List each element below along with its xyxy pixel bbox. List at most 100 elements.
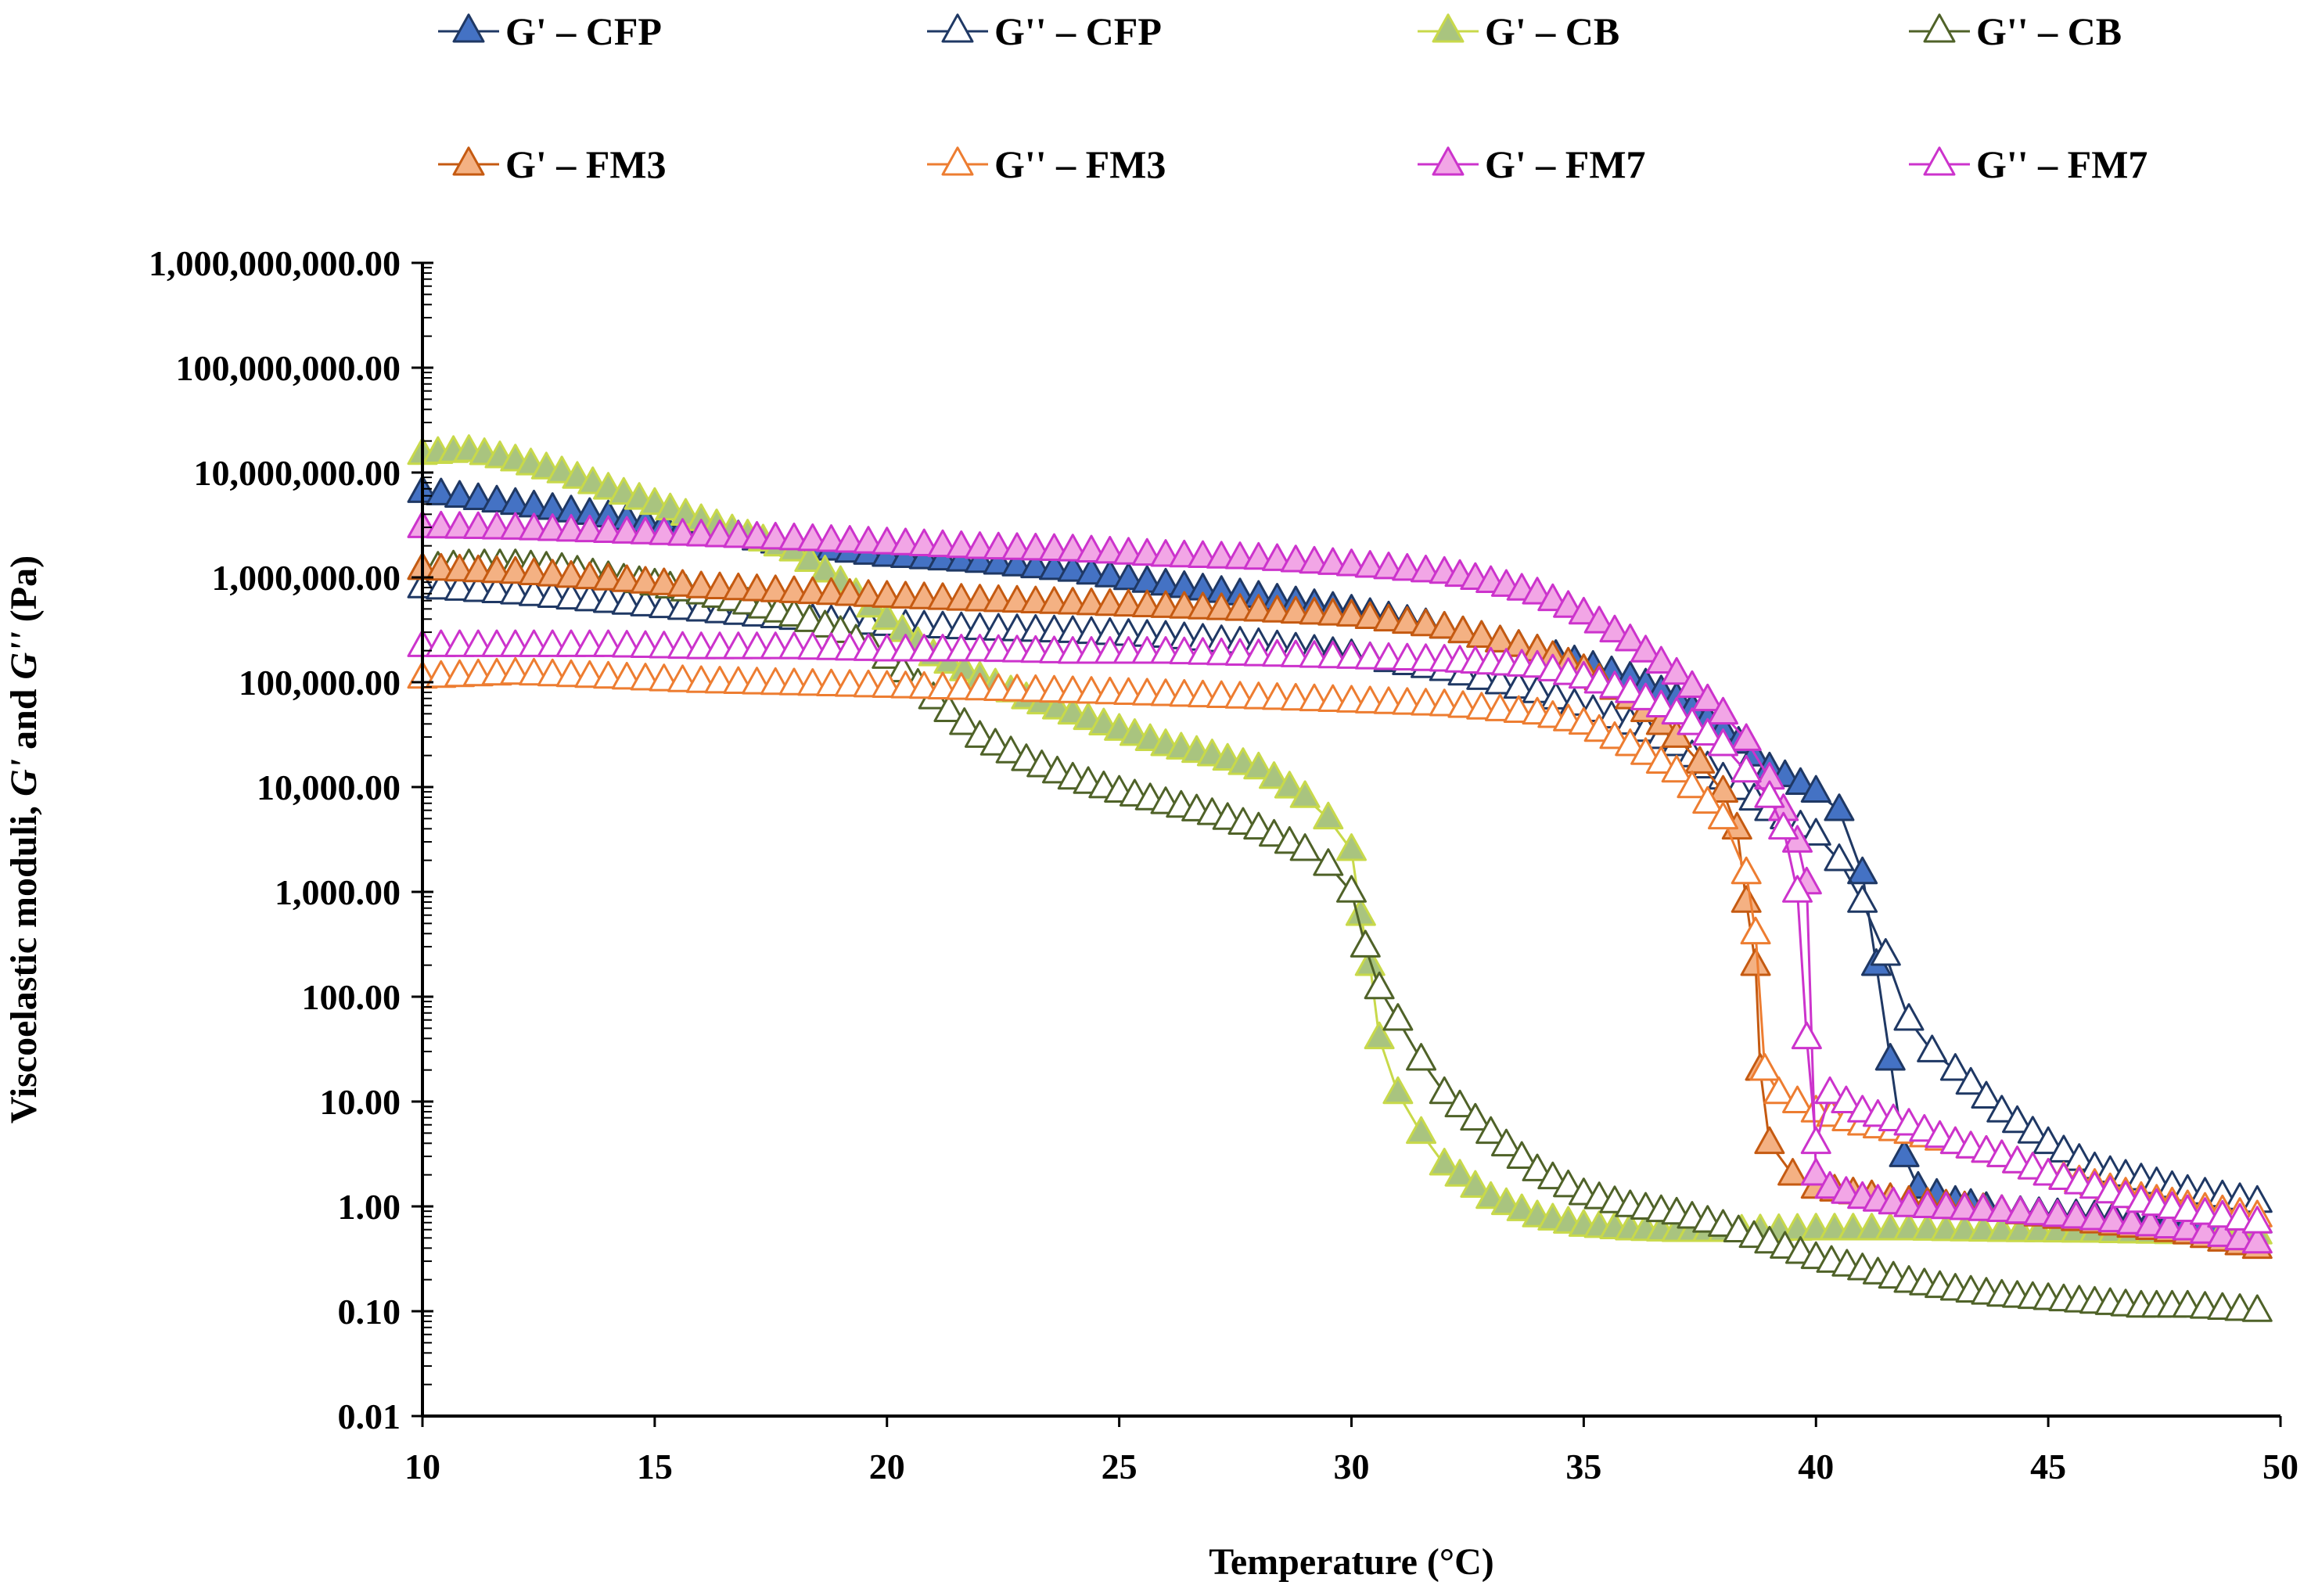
data-point [1708, 775, 1738, 803]
data-point [2241, 1225, 2273, 1254]
data-point [927, 582, 958, 610]
data-point [1345, 898, 1376, 926]
data-point [2061, 1201, 2092, 1229]
legend-item: G'' – CB [1909, 9, 2122, 53]
data-point [1986, 1095, 2018, 1123]
data-point [2097, 1204, 2129, 1233]
y-tick-label: 0.10 [338, 1292, 401, 1332]
data-point [1466, 662, 1497, 690]
data-point [519, 657, 549, 686]
data-point [1299, 596, 1330, 625]
legend-label: G'' – CFP [994, 9, 1162, 53]
y-axis-label-prefix: Viscoelastic moduli, [3, 796, 45, 1123]
data-point [1485, 667, 1515, 695]
data-point [2017, 1116, 2048, 1144]
y-axis-label: Viscoelastic moduli, G' and G'' (Pa) [3, 555, 45, 1123]
data-point [2190, 1216, 2221, 1244]
legend-marker [1432, 146, 1465, 176]
data-point [2224, 1202, 2255, 1231]
x-tick-label: 50 [2262, 1447, 2298, 1486]
data-point [1553, 1169, 1584, 1198]
data-point [1274, 825, 1305, 854]
data-point [946, 530, 977, 559]
data-point [1113, 537, 1144, 565]
x-tick-label: 20 [869, 1447, 905, 1486]
data-point [593, 515, 624, 544]
y-tick-label: 10.00 [320, 1082, 401, 1122]
data-point [872, 527, 903, 555]
data-point [1568, 596, 1599, 625]
data-point [2042, 1199, 2073, 1228]
data-point [1243, 681, 1274, 710]
series-line [422, 645, 2258, 1224]
data-point [1522, 1153, 1553, 1181]
data-point [1289, 833, 1321, 861]
data-point [1599, 614, 1630, 643]
data-point [1406, 1043, 1437, 1071]
data-point [1280, 545, 1311, 573]
data-point [1466, 692, 1497, 720]
data-point [462, 574, 494, 602]
data-point [1280, 595, 1311, 624]
data-point [1131, 537, 1163, 566]
data-point [1768, 811, 1799, 840]
data-point [1373, 603, 1404, 632]
series-line [422, 672, 2258, 1218]
data-point [1429, 688, 1460, 717]
data-point [1782, 875, 1813, 903]
data-point [1354, 550, 1386, 578]
data-point [760, 574, 791, 602]
data-point [1020, 550, 1051, 579]
data-point [1188, 591, 1218, 620]
legend-label: G' – FM7 [1485, 142, 1646, 186]
data-point [760, 521, 791, 550]
data-point [1917, 1034, 1948, 1062]
data-point [2005, 1195, 2036, 1224]
data-point [1243, 594, 1274, 622]
data-point [537, 559, 568, 587]
x-tick-label: 15 [637, 1447, 673, 1486]
data-point [1274, 771, 1305, 799]
data-point [1350, 929, 1381, 958]
data-point [2207, 1219, 2238, 1247]
data-point [611, 564, 642, 592]
y-tick-label: 10,000,000.00 [194, 453, 401, 493]
data-point [1939, 1053, 1971, 1081]
data-point [1800, 775, 1831, 803]
data-point [2207, 1199, 2238, 1228]
data-point [1731, 723, 1762, 751]
data-point [1373, 552, 1404, 580]
data-point [965, 720, 995, 748]
data-point [1615, 624, 1646, 652]
data-point [1777, 1158, 1809, 1186]
data-point [500, 656, 531, 685]
data-point [1568, 706, 1599, 735]
data-point [890, 581, 921, 609]
data-point [1708, 801, 1738, 830]
data-point [1645, 645, 1677, 674]
data-point [2190, 1197, 2221, 1225]
data-point [1630, 737, 1662, 765]
data-point [1615, 675, 1646, 703]
data-point [630, 566, 661, 594]
legend-marker [1923, 13, 1956, 43]
legend-marker [452, 146, 485, 176]
data-point [1763, 1076, 1795, 1105]
data-point [1831, 1085, 1862, 1113]
legend-marker [452, 13, 485, 43]
data-point [1169, 591, 1200, 619]
data-point [853, 526, 884, 554]
data-point [1447, 690, 1479, 718]
data-point [1740, 916, 1771, 945]
legend-label: G'' – FM3 [994, 142, 1166, 186]
data-point [794, 544, 825, 573]
data-point [1280, 682, 1311, 711]
data-point [574, 660, 606, 688]
legend-item: G'' – FM3 [927, 142, 1166, 186]
data-point [1490, 1128, 1522, 1157]
data-point [946, 583, 977, 611]
data-point [685, 519, 717, 547]
data-point [462, 482, 494, 511]
legend-marker [941, 13, 974, 43]
data-point [908, 581, 940, 609]
